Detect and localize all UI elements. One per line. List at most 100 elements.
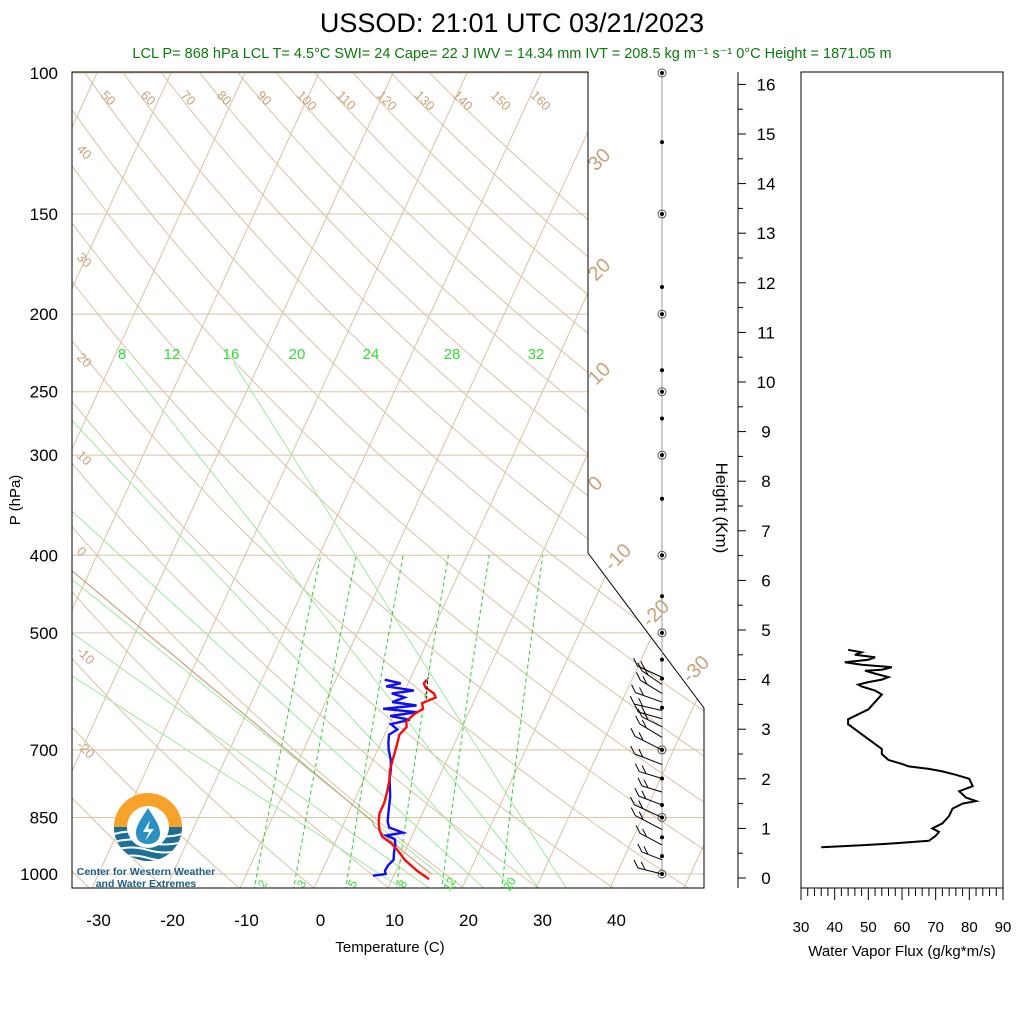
- temperature-tick-label: -20: [160, 911, 185, 930]
- isotherm-label-left: 0: [74, 544, 90, 560]
- dry-adiabat-line: [72, 72, 468, 888]
- wind-level-dot: [660, 630, 664, 635]
- mixing-ratio-label: 20: [500, 874, 519, 893]
- pressure-tick-label: 1000: [20, 865, 58, 884]
- wind-level-dot: [660, 140, 664, 145]
- dry-adiabat-line: [237, 72, 704, 888]
- flux-tick-label: 60: [894, 919, 911, 936]
- mixing-ratio-line: [253, 555, 322, 888]
- isotherm-line: [72, 72, 320, 888]
- height-tick-label: 3: [761, 720, 770, 739]
- height-tick-label: 16: [757, 75, 776, 94]
- wind-barb-flag: [638, 732, 644, 741]
- moist-adiabat-label: 20: [289, 346, 306, 363]
- wind-level-dot: [660, 835, 664, 840]
- height-tick-label: 1: [761, 819, 770, 838]
- wind-barb-flag: [633, 657, 639, 667]
- chart-subtitle: LCL P= 868 hPa LCL T= 4.5°C SWI= 24 Cape…: [132, 46, 892, 62]
- wind-barb-shaft: [634, 753, 663, 765]
- wind-barb-shaft: [634, 804, 663, 818]
- wind-barb-shaft: [634, 735, 663, 751]
- wind-level-dot: [660, 368, 664, 373]
- pressure-tick-label: 250: [30, 383, 58, 402]
- wind-barb-flag: [638, 697, 644, 707]
- dry-adiabat-label: 90: [254, 88, 275, 109]
- pressure-tick-label: 150: [30, 205, 58, 224]
- wind-barb-shaft: [638, 795, 663, 806]
- wind-level-dot: [660, 496, 664, 501]
- dry-adiabat-line: [72, 72, 693, 888]
- wind-barb-flag: [642, 676, 648, 685]
- height-tick-label: 7: [761, 522, 770, 541]
- pressure-tick-label: 700: [30, 741, 58, 760]
- dry-adiabat-line: [72, 72, 704, 888]
- dry-adiabat-label: 130: [412, 88, 438, 114]
- wind-standard-level-circle: [657, 68, 667, 78]
- wind-barb-flag: [641, 765, 647, 774]
- moist-adiabat-label: 32: [528, 346, 545, 363]
- isotherm-label-left: 30: [74, 250, 95, 271]
- wind-barb-flag: [638, 800, 644, 809]
- isotherm-line: [313, 72, 690, 888]
- wind-level-dot: [660, 705, 664, 710]
- temperature-tick-label: 20: [459, 911, 478, 930]
- wind-barb-shaft: [641, 785, 663, 793]
- moist-adiabat-line: [72, 362, 515, 888]
- wind-standard-level-circle: [657, 450, 667, 460]
- dry-adiabat-label: 120: [374, 88, 400, 114]
- wind-barb-shaft: [634, 703, 663, 711]
- pressure-tick-label: 850: [30, 808, 58, 827]
- moist-adiabat-line: [72, 362, 407, 888]
- wind-level-dot: [660, 285, 664, 290]
- wind-barb-flag: [640, 661, 646, 670]
- skewt-grid: [72, 72, 704, 888]
- height-tick-label: 11: [757, 323, 775, 342]
- dry-adiabat-line: [72, 72, 618, 888]
- isotherm-line: [387, 72, 704, 888]
- dry-adiabat-label: 160: [528, 88, 554, 114]
- wind-level-dot: [660, 453, 664, 458]
- moist-adiabat-line: [233, 362, 569, 888]
- wind-level-dot: [660, 553, 664, 558]
- moist-adiabat-label: 12: [164, 346, 181, 363]
- dry-adiabat-label: 150: [488, 88, 514, 114]
- wind-standard-level-circle: [657, 550, 667, 560]
- isotherm-label-left: 10: [74, 448, 95, 469]
- wind-standard-level-circle: [657, 745, 667, 755]
- pressure-tick-label: 300: [30, 446, 58, 465]
- wind-standard-level-circle: [657, 209, 667, 219]
- mixing-ratio-line: [344, 555, 404, 888]
- wind-barb-shaft: [639, 723, 663, 738]
- flux-tick-label: 50: [860, 919, 877, 936]
- wind-barb-flag: [630, 728, 636, 737]
- height-tick-label: 14: [757, 175, 776, 194]
- dry-adiabat-line: [72, 72, 543, 888]
- dry-adiabat-line: [276, 72, 704, 888]
- skewt-frame: [71, 71, 705, 889]
- temperature-tick-label: -10: [234, 911, 259, 930]
- moist-adiabat-label: 16: [223, 346, 240, 363]
- pressure-tick-label: 500: [30, 624, 58, 643]
- dry-adiabat-label: 50: [98, 88, 119, 109]
- wind-standard-level-circle: [657, 628, 667, 638]
- isotherm-label-left: 20: [74, 350, 95, 371]
- pressure-tick-label: 100: [30, 64, 58, 83]
- temperature-axis-label: Temperature (C): [335, 939, 444, 956]
- wind-barb-shaft: [638, 711, 663, 720]
- wind-barb-flag: [643, 846, 649, 855]
- isotherm-label-left: 40: [74, 142, 95, 163]
- temperature-tick-label: 10: [385, 911, 404, 930]
- wind-barb-shaft: [635, 815, 663, 830]
- dry-adiabat-line: [72, 72, 704, 888]
- dry-adiabat-line: [72, 72, 168, 888]
- mixing-ratio-line: [441, 555, 490, 888]
- moist-adiabat-label: 8: [118, 346, 126, 363]
- height-tick-label: 12: [757, 274, 776, 293]
- isotherm-line: [683, 72, 704, 888]
- temperature-tick-label: 0: [316, 911, 325, 930]
- temperature-tick-label: 40: [607, 911, 626, 930]
- wind-standard-level-circle: [657, 812, 667, 822]
- flux-axis-label: Water Vapor Flux (g/kg*m/s): [808, 943, 996, 960]
- pressure-tick-label: 200: [30, 305, 58, 324]
